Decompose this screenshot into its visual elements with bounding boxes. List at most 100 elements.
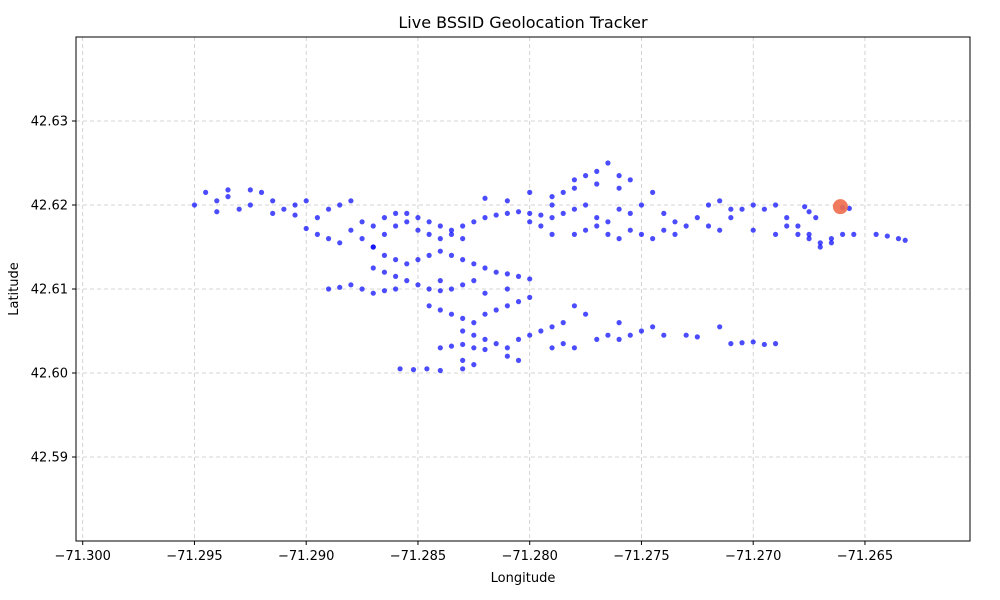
data-point xyxy=(359,286,365,292)
data-point xyxy=(281,206,287,212)
data-point xyxy=(795,223,801,229)
data-point xyxy=(538,328,544,334)
data-point xyxy=(359,219,365,225)
data-point xyxy=(437,223,443,229)
data-point xyxy=(292,202,298,208)
data-point xyxy=(817,240,823,246)
data-point xyxy=(437,236,443,242)
data-point xyxy=(549,324,555,330)
data-point xyxy=(426,231,432,237)
data-point xyxy=(437,248,443,254)
data-point xyxy=(616,336,622,342)
data-point xyxy=(650,324,656,330)
data-point xyxy=(527,294,533,300)
data-point xyxy=(661,227,667,233)
data-point xyxy=(672,231,678,237)
data-point xyxy=(784,215,790,221)
data-point xyxy=(236,206,242,212)
data-point xyxy=(426,252,432,258)
data-point xyxy=(828,240,835,246)
data-point xyxy=(448,252,455,258)
data-point xyxy=(437,367,443,374)
data-point xyxy=(448,286,455,292)
data-point xyxy=(404,278,410,284)
data-point xyxy=(728,341,734,347)
current-position-marker xyxy=(832,199,848,215)
data-point xyxy=(661,332,667,338)
data-point xyxy=(370,265,376,271)
data-point xyxy=(504,210,510,216)
data-point xyxy=(448,311,455,317)
data-point xyxy=(549,194,555,200)
data-point xyxy=(802,204,808,210)
data-point xyxy=(594,223,600,229)
data-point xyxy=(594,168,600,174)
data-point xyxy=(460,282,466,288)
x-tick-label: −71.265 xyxy=(837,549,893,564)
data-point xyxy=(627,227,633,233)
data-point xyxy=(638,328,645,334)
data-point xyxy=(627,210,633,216)
data-point xyxy=(415,215,421,221)
data-point xyxy=(515,357,522,363)
data-point xyxy=(560,341,566,347)
data-point xyxy=(348,282,354,288)
data-point xyxy=(605,332,611,338)
data-point xyxy=(761,206,767,212)
data-point xyxy=(828,236,835,242)
data-point xyxy=(247,202,253,208)
data-point xyxy=(370,290,376,296)
data-point xyxy=(504,271,510,277)
data-point xyxy=(538,212,544,218)
data-point xyxy=(772,202,779,208)
data-point xyxy=(515,273,522,279)
data-point xyxy=(582,173,589,179)
data-point xyxy=(482,311,488,317)
data-point xyxy=(348,227,354,233)
y-tick-label: 42.61 xyxy=(31,283,68,298)
data-point xyxy=(538,223,544,229)
x-tick-label: −71.295 xyxy=(166,549,222,564)
data-point xyxy=(448,231,455,237)
data-point xyxy=(672,219,678,225)
data-point xyxy=(772,231,779,237)
data-point xyxy=(337,284,343,290)
data-point xyxy=(549,231,555,237)
data-point xyxy=(605,231,611,237)
data-point xyxy=(504,198,510,204)
data-point xyxy=(214,209,220,215)
data-point xyxy=(605,219,611,225)
data-point xyxy=(404,210,410,216)
data-point xyxy=(571,303,578,309)
data-point xyxy=(437,345,443,351)
y-axis-ticks: 42.59 42.60 42.61 42.62 42.63 xyxy=(31,115,76,466)
data-point xyxy=(203,189,209,195)
highlight-point xyxy=(832,199,848,215)
data-point xyxy=(504,345,510,351)
data-point xyxy=(504,303,510,309)
data-point xyxy=(795,231,801,237)
data-point xyxy=(650,189,656,195)
data-point xyxy=(437,288,443,294)
data-point xyxy=(728,215,734,221)
data-point xyxy=(694,334,700,340)
data-point xyxy=(895,236,902,242)
data-point xyxy=(717,324,723,330)
data-point xyxy=(846,205,852,211)
grid-lines xyxy=(76,37,970,541)
data-point xyxy=(471,332,477,338)
data-point xyxy=(750,227,756,233)
data-point xyxy=(902,237,908,243)
data-point xyxy=(460,328,466,334)
data-point xyxy=(493,341,499,347)
data-point xyxy=(325,286,332,292)
data-point xyxy=(314,231,320,237)
data-point xyxy=(772,341,779,347)
data-point xyxy=(616,185,622,191)
data-point xyxy=(404,261,410,267)
x-axis-ticks: −71.300 −71.295 −71.290 −71.285 −71.280 −71.2… xyxy=(55,541,893,564)
data-point xyxy=(616,206,622,212)
x-axis-title: Longitude xyxy=(491,571,556,586)
data-point xyxy=(761,341,767,348)
